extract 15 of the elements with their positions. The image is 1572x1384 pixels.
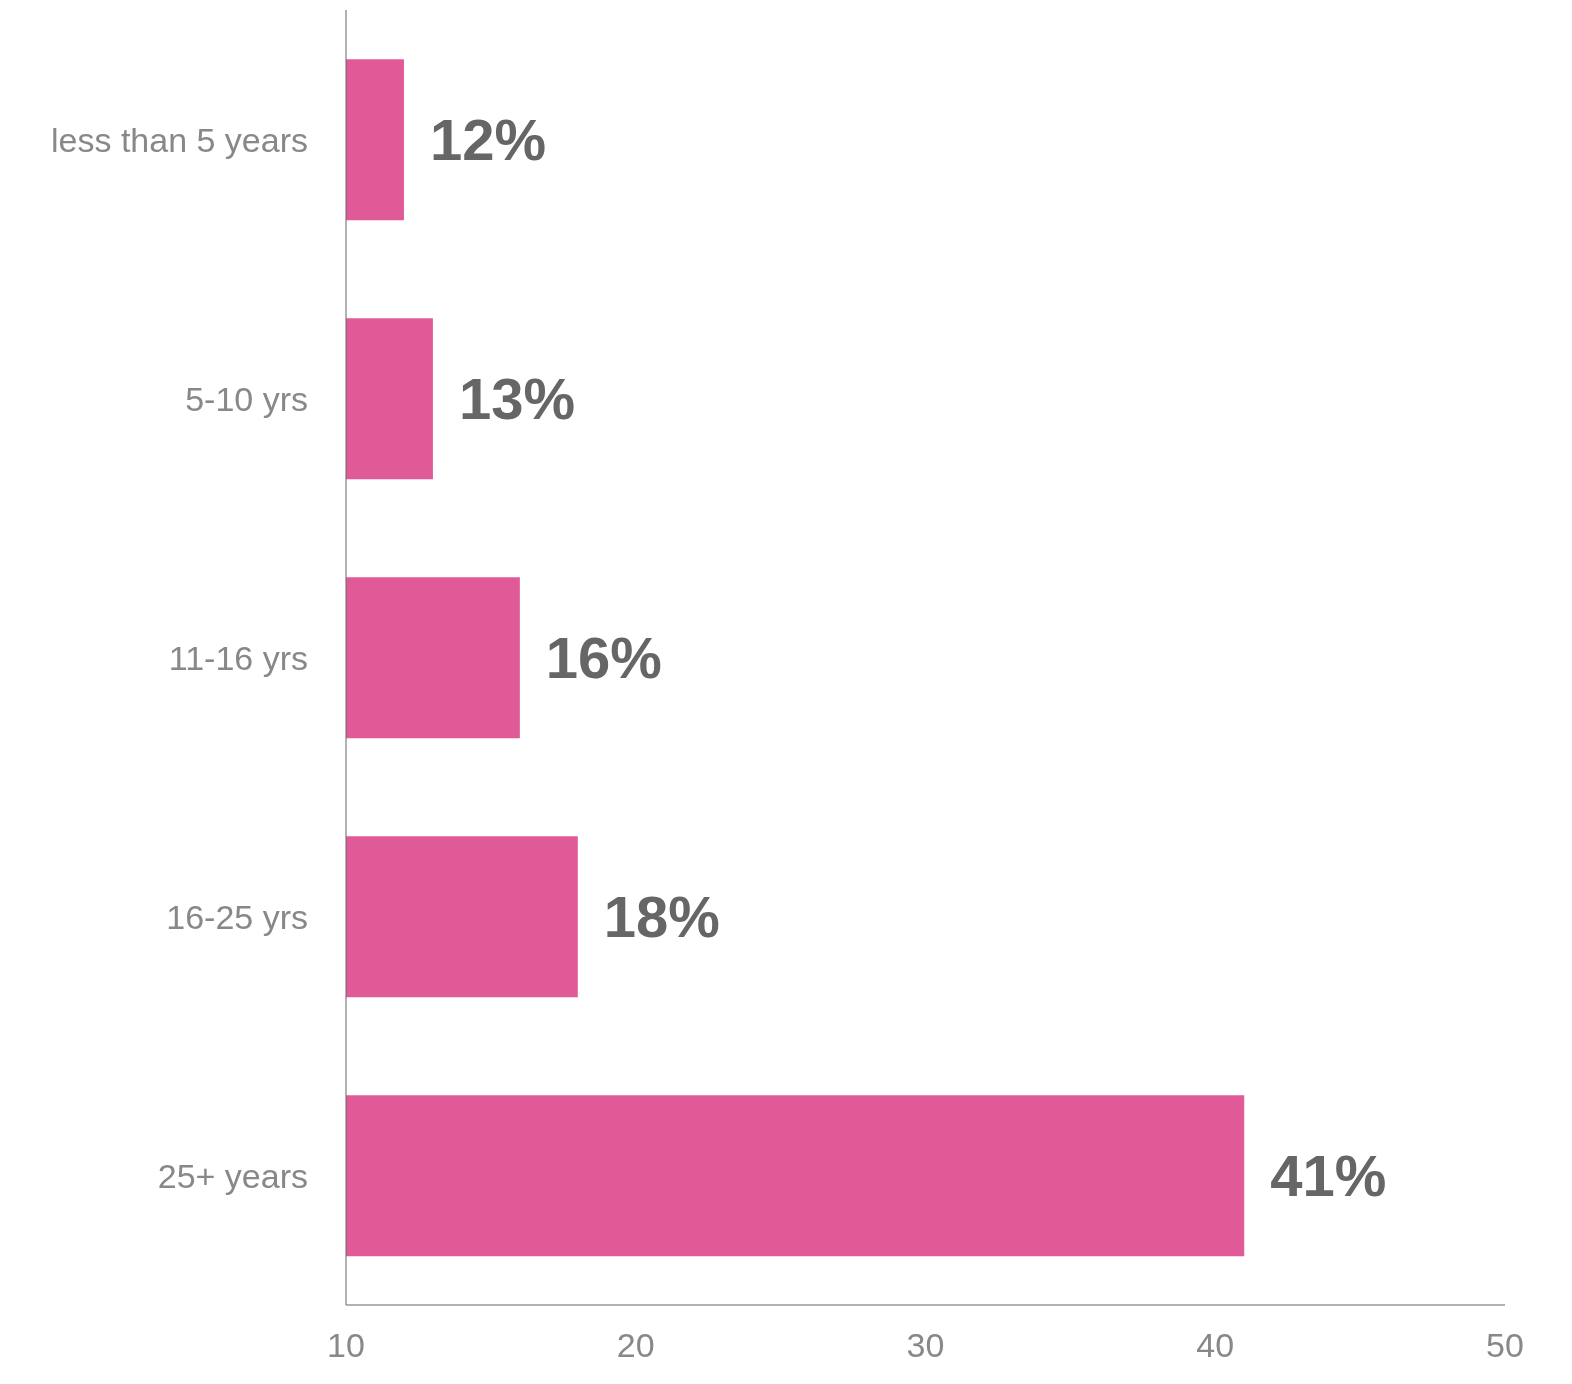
data-label: 41% [1270,1143,1387,1209]
y-tick-label: 11-16 yrs [168,638,308,677]
x-tick-label: 30 [906,1326,945,1365]
y-tick-label: 16-25 yrs [166,897,308,936]
data-label: 12% [429,107,547,173]
x-tick-label: 10 [327,1326,365,1365]
y-tick-label: 5-10 yrs [185,379,308,418]
x-tick-label: 50 [1486,1326,1524,1365]
data-label: 18% [603,884,720,950]
x-tick-label: 20 [616,1326,655,1365]
y-tick-label: 25+ years [157,1156,308,1195]
x-tick-label: 40 [1196,1326,1235,1365]
data-label: 13% [458,366,576,432]
data-label: 16% [545,625,662,691]
y-tick-label: less than 5 years [50,120,308,159]
